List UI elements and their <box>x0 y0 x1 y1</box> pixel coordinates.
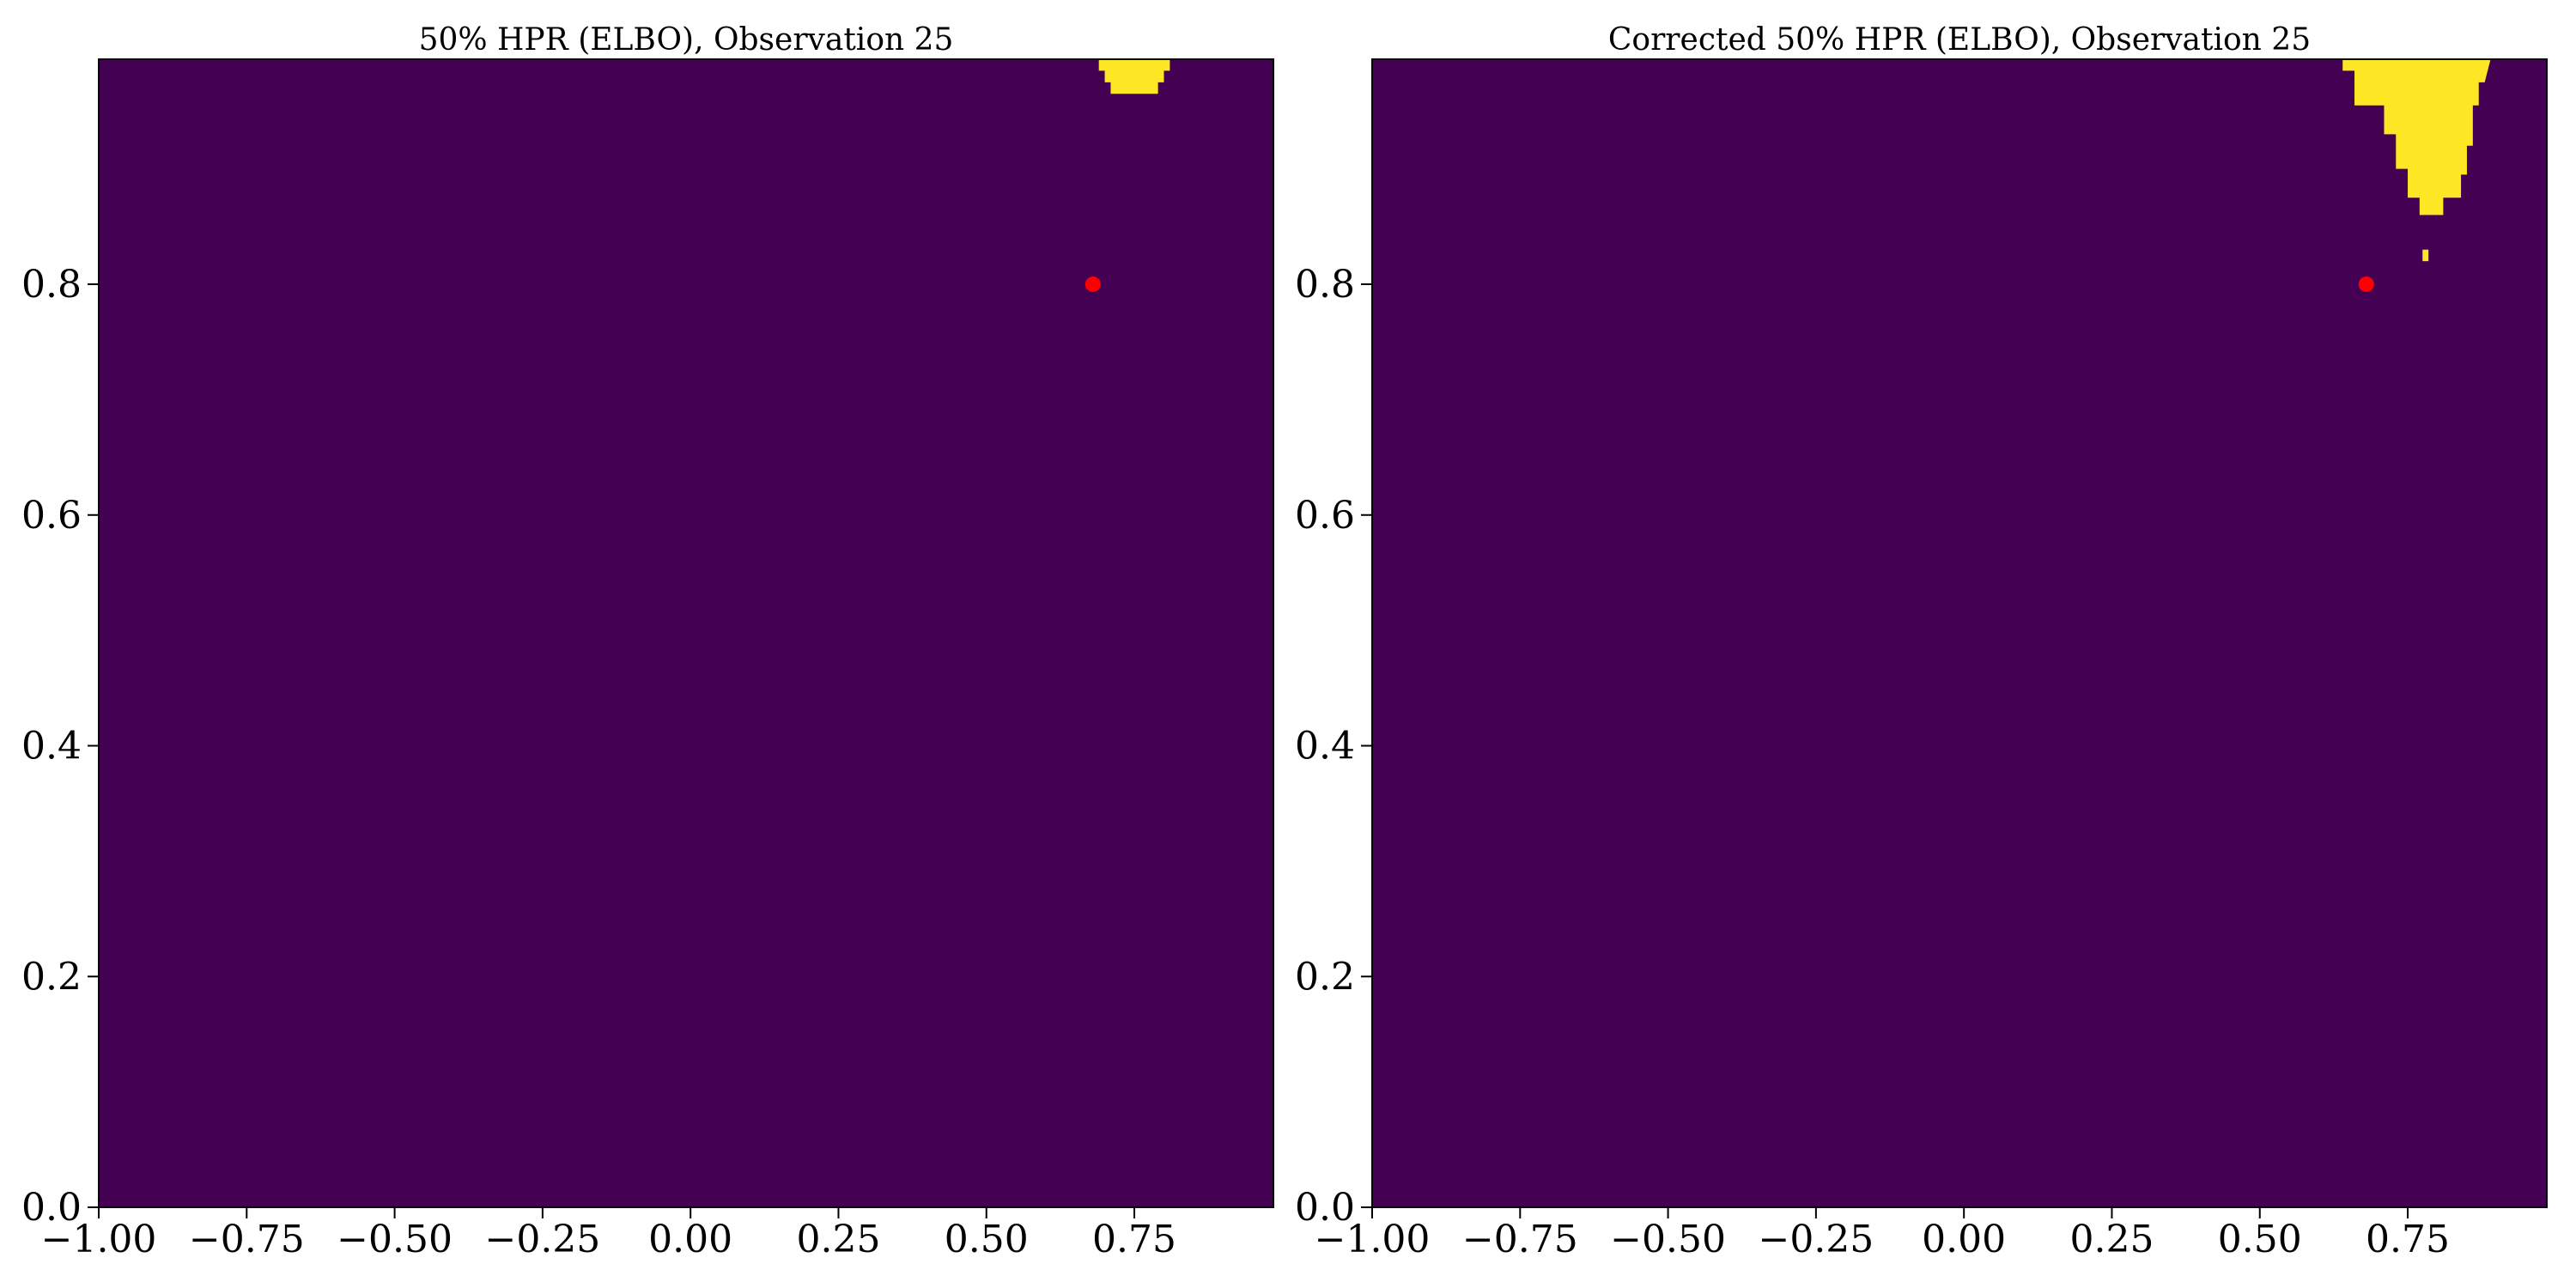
x-tick-label: −1.00 <box>1315 1218 1431 1261</box>
x-tick-label: −0.25 <box>1758 1218 1874 1261</box>
x-tick-label: 0.25 <box>2069 1218 2154 1261</box>
x-tick-label: 0.50 <box>945 1218 1029 1261</box>
x-tick-label: 0.00 <box>1922 1218 2006 1261</box>
x-tick-label: −0.75 <box>1462 1218 1578 1261</box>
x-tick-label: −0.50 <box>1610 1218 1726 1261</box>
observation-point <box>2358 276 2374 293</box>
hpr-region <box>2342 59 2491 216</box>
y-tick-label: 0.4 <box>21 725 82 769</box>
x-tick-label: −1.00 <box>41 1218 157 1261</box>
y-tick-label: 0.4 <box>1295 725 1355 769</box>
hpr-region <box>2422 249 2429 262</box>
y-tick-label: 0.6 <box>21 494 82 538</box>
y-tick-label: 0.8 <box>21 263 82 307</box>
x-tick-label: 0.00 <box>648 1218 732 1261</box>
observation-point <box>1084 276 1101 293</box>
chart-title: 50% HPR (ELBO), Observation 25 <box>419 22 954 58</box>
x-tick-label: 0.25 <box>796 1218 880 1261</box>
x-tick-label: −0.25 <box>484 1218 600 1261</box>
y-tick-label: 0.0 <box>1295 1186 1355 1230</box>
plot-frame <box>98 58 1274 1208</box>
chart-title: Corrected 50% HPR (ELBO), Observation 25 <box>1608 22 2311 58</box>
panel: −1.00 −0.75 −0.50 −0.25 0.00 0.25 0.50 0.75 0.0 0… <box>1295 22 2548 1261</box>
y-tick-label: 0.8 <box>1295 263 1355 307</box>
x-tick-label: −0.75 <box>189 1218 305 1261</box>
x-tick-label: 0.75 <box>1092 1218 1176 1261</box>
plot-frame <box>1371 58 2548 1208</box>
y-tick-label: 0.2 <box>1295 955 1355 999</box>
x-tick-label: 0.75 <box>2366 1218 2450 1261</box>
y-tick-label: 0.0 <box>21 1186 82 1230</box>
plot-background <box>1372 59 2547 1207</box>
hpr-region <box>1098 59 1170 94</box>
y-tick-label: 0.2 <box>21 955 82 999</box>
y-tick-label: 0.6 <box>1295 494 1355 538</box>
x-tick-label: −0.50 <box>337 1218 453 1261</box>
plot-background <box>99 59 1273 1207</box>
x-tick-label: 0.50 <box>2218 1218 2302 1261</box>
panel: −1.00 −0.75 −0.50 −0.25 0.00 0.25 0.50 0.75 0.0 0… <box>21 22 1274 1261</box>
